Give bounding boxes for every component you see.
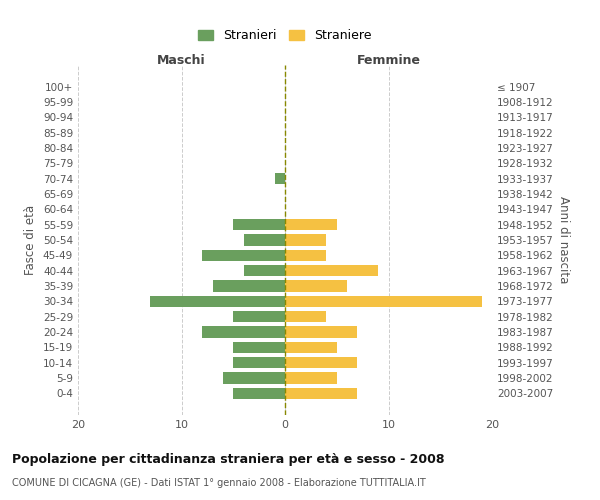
Text: Femmine: Femmine: [356, 54, 421, 66]
Bar: [244, 265, 285, 276]
Y-axis label: Anni di nascita: Anni di nascita: [557, 196, 570, 284]
Bar: [202, 250, 285, 261]
Bar: [233, 311, 285, 322]
Bar: [275, 173, 285, 184]
Bar: [285, 234, 326, 246]
Bar: [233, 219, 285, 230]
Y-axis label: Fasce di età: Fasce di età: [25, 205, 37, 275]
Bar: [233, 342, 285, 353]
Bar: [285, 342, 337, 353]
Bar: [244, 234, 285, 246]
Bar: [285, 311, 326, 322]
Text: COMUNE DI CICAGNA (GE) - Dati ISTAT 1° gennaio 2008 - Elaborazione TUTTITALIA.IT: COMUNE DI CICAGNA (GE) - Dati ISTAT 1° g…: [12, 478, 426, 488]
Text: Maschi: Maschi: [157, 54, 206, 66]
Text: Popolazione per cittadinanza straniera per età e sesso - 2008: Popolazione per cittadinanza straniera p…: [12, 452, 445, 466]
Bar: [285, 388, 358, 399]
Bar: [233, 388, 285, 399]
Bar: [285, 357, 358, 368]
Legend: Stranieri, Straniere: Stranieri, Straniere: [198, 29, 372, 42]
Bar: [223, 372, 285, 384]
Bar: [233, 357, 285, 368]
Bar: [151, 296, 285, 307]
Bar: [285, 265, 378, 276]
Bar: [285, 296, 482, 307]
Bar: [285, 219, 337, 230]
Bar: [285, 280, 347, 292]
Bar: [212, 280, 285, 292]
Bar: [202, 326, 285, 338]
Bar: [285, 372, 337, 384]
Bar: [285, 250, 326, 261]
Bar: [285, 326, 358, 338]
